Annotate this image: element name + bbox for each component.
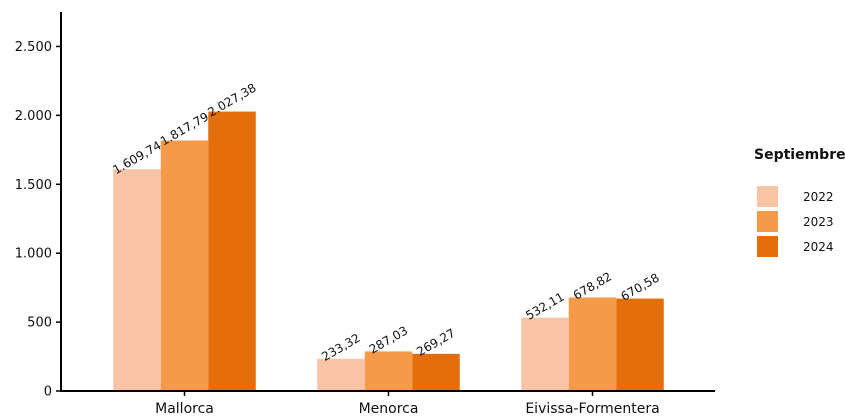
bar-menorca-2022 bbox=[317, 358, 365, 391]
bar-mallorca-2023 bbox=[160, 140, 209, 391]
bar-menorca-2024 bbox=[412, 353, 460, 391]
bar-eivissa-formentera-2022 bbox=[521, 317, 569, 391]
bar-mallorca-2024 bbox=[208, 111, 256, 391]
y-tick-label: 2.500 bbox=[15, 40, 52, 55]
bar-mallorca-2022 bbox=[113, 169, 161, 391]
bar-eivissa-formentera-2023 bbox=[568, 297, 617, 391]
bar-eivissa-formentera-2024 bbox=[616, 298, 664, 391]
legend-label-2024: 2024 bbox=[803, 240, 834, 254]
y-axis-ticks: 0 500 1.000 1.500 2.000 2.500 bbox=[15, 40, 61, 400]
y-tick-label: 0 bbox=[44, 385, 52, 400]
legend-swatch-2023 bbox=[757, 211, 778, 232]
legend-label-2022: 2022 bbox=[803, 190, 834, 204]
y-tick-label: 500 bbox=[27, 316, 52, 331]
y-tick-label: 1.500 bbox=[15, 178, 52, 193]
legend-swatch-2024 bbox=[757, 236, 778, 257]
y-tick-label: 1.000 bbox=[15, 247, 52, 262]
x-tick-label: Menorca bbox=[359, 401, 419, 417]
bars-group bbox=[113, 111, 664, 391]
legend: Septiembre 2022 2023 2024 bbox=[754, 147, 845, 257]
bar-menorca-2023 bbox=[364, 351, 413, 391]
legend-swatch-2022 bbox=[757, 186, 778, 207]
legend-label-2023: 2023 bbox=[803, 215, 834, 229]
x-tick-label: Mallorca bbox=[155, 401, 214, 417]
y-tick-label: 2.000 bbox=[15, 109, 52, 124]
x-tick-label: Eivissa-Formentera bbox=[525, 401, 659, 417]
legend-title: Septiembre bbox=[754, 147, 845, 163]
x-axis-ticks: Mallorca Menorca Eivissa-Formentera bbox=[155, 391, 660, 417]
